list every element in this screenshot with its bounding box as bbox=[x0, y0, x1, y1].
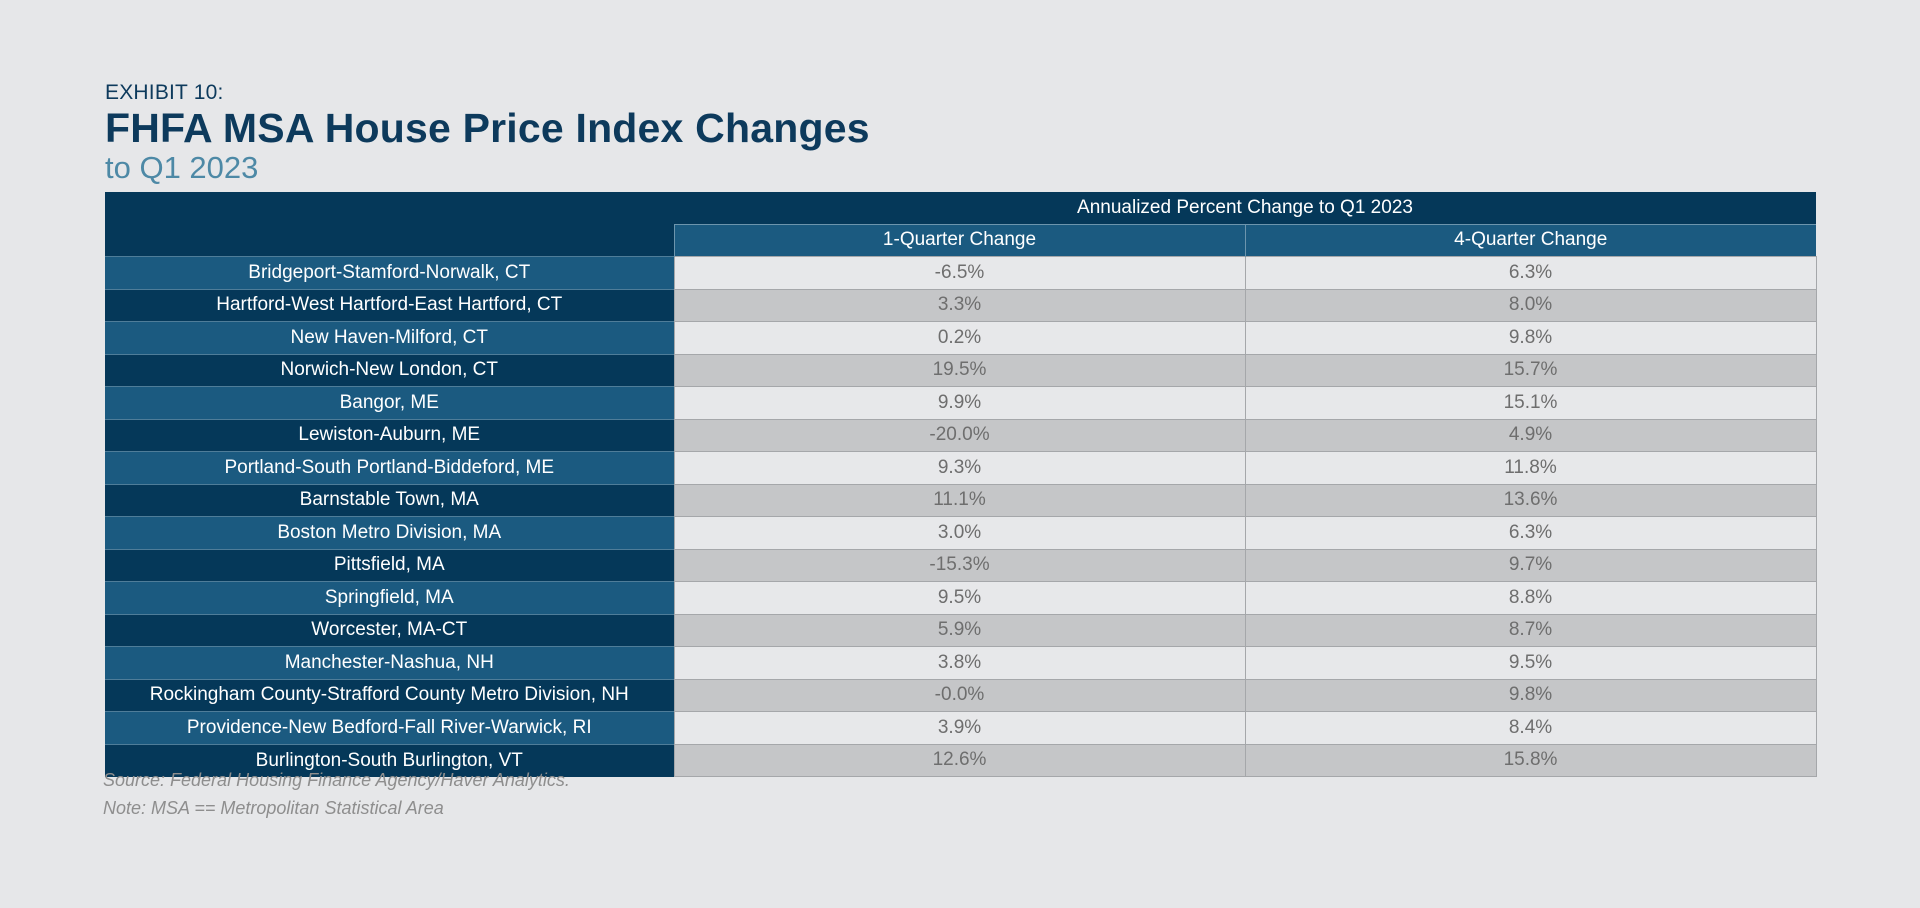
q4-change-cell: 6.3% bbox=[1244, 516, 1817, 550]
q4-change-cell: 8.0% bbox=[1244, 288, 1817, 322]
group-header-row: Annualized Percent Change to Q1 2023 bbox=[105, 192, 1816, 257]
q4-change-cell: 9.7% bbox=[1244, 548, 1817, 582]
q4-change-cell: 8.4% bbox=[1244, 711, 1817, 745]
metro-name-cell: Bangor, ME bbox=[105, 386, 674, 419]
table-body: Bridgeport-Stamford-Norwalk, CT -6.5% 6.3%… bbox=[105, 256, 1817, 777]
q1-change-cell: 9.5% bbox=[673, 581, 1246, 615]
column-header-q1: 1-Quarter Change bbox=[673, 223, 1245, 257]
table-row: Boston Metro Division, MA 3.0% 6.3% bbox=[105, 516, 1817, 550]
q4-change-cell: 8.8% bbox=[1244, 581, 1817, 615]
q4-change-cell: 9.5% bbox=[1244, 646, 1817, 680]
table-row: Worcester, MA-CT 5.9% 8.7% bbox=[105, 613, 1817, 647]
q4-change-cell: 15.7% bbox=[1244, 353, 1817, 387]
hpi-table: Annualized Percent Change to Q1 2023 1-Q… bbox=[105, 192, 1817, 777]
q4-change-cell: 6.3% bbox=[1244, 256, 1817, 290]
msa-note: Note: MSA == Metropolitan Statistical Ar… bbox=[103, 798, 444, 818]
q4-change-cell: 4.9% bbox=[1244, 418, 1817, 452]
metro-name-cell: Springfield, MA bbox=[105, 581, 674, 614]
exhibit-label: EXHIBIT 10: bbox=[105, 81, 224, 104]
q1-change-cell: -15.3% bbox=[673, 548, 1246, 582]
q1-change-cell: 3.8% bbox=[673, 646, 1246, 680]
metro-name-cell: Bridgeport-Stamford-Norwalk, CT bbox=[105, 256, 674, 289]
table-row: Barnstable Town, MA 11.1% 13.6% bbox=[105, 483, 1817, 517]
metro-name-cell: Burlington-South Burlington, VT bbox=[105, 743, 674, 777]
metro-name-cell: Pittsfield, MA bbox=[105, 548, 674, 582]
metro-name-cell: Boston Metro Division, MA bbox=[105, 516, 674, 549]
table-row: New Haven-Milford, CT 0.2% 9.8% bbox=[105, 321, 1817, 355]
q1-change-cell: 9.9% bbox=[673, 386, 1246, 420]
q1-change-cell: 11.1% bbox=[673, 483, 1246, 517]
chart-subtitle: to Q1 2023 bbox=[105, 150, 259, 185]
table-row: Bangor, ME 9.9% 15.1% bbox=[105, 386, 1817, 420]
q1-change-cell: 5.9% bbox=[673, 613, 1246, 647]
chart-title: FHFA MSA House Price Index Changes bbox=[105, 105, 870, 151]
q1-change-cell: -0.0% bbox=[673, 678, 1246, 712]
q4-change-cell: 9.8% bbox=[1244, 678, 1817, 712]
q4-change-cell: 9.8% bbox=[1244, 321, 1817, 355]
metro-name-cell: Worcester, MA-CT bbox=[105, 613, 674, 647]
q1-change-cell: 0.2% bbox=[673, 321, 1246, 355]
metro-name-cell: Manchester-Nashua, NH bbox=[105, 646, 674, 679]
table-row: Pittsfield, MA -15.3% 9.7% bbox=[105, 548, 1817, 582]
metro-name-cell: Norwich-New London, CT bbox=[105, 353, 674, 387]
q4-change-cell: 13.6% bbox=[1244, 483, 1817, 517]
q1-change-cell: 19.5% bbox=[673, 353, 1246, 387]
table-row: Rockingham County-Strafford County Metro… bbox=[105, 678, 1817, 712]
metro-name-cell: Hartford-West Hartford-East Hartford, CT bbox=[105, 288, 674, 322]
column-header-row: 1-Quarter Change 4-Quarter Change bbox=[105, 223, 1816, 257]
table-row: Norwich-New London, CT 19.5% 15.7% bbox=[105, 353, 1817, 387]
metro-name-cell: Barnstable Town, MA bbox=[105, 483, 674, 517]
q4-change-cell: 8.7% bbox=[1244, 613, 1817, 647]
notes: Source: Federal Housing Finance Agency/H… bbox=[103, 766, 570, 822]
q1-change-cell: 3.0% bbox=[673, 516, 1246, 550]
metro-name-cell: Lewiston-Auburn, ME bbox=[105, 418, 674, 452]
table-row: Bridgeport-Stamford-Norwalk, CT -6.5% 6.3% bbox=[105, 256, 1817, 290]
metro-name-cell: Portland-South Portland-Biddeford, ME bbox=[105, 451, 674, 484]
corner-cell bbox=[105, 192, 674, 257]
metro-name-cell: Rockingham County-Strafford County Metro… bbox=[105, 678, 674, 712]
table-row: Burlington-South Burlington, VT 12.6% 15.8… bbox=[105, 743, 1817, 777]
metro-name-cell: Providence-New Bedford-Fall River-Warwic… bbox=[105, 711, 674, 744]
column-header-q4: 4-Quarter Change bbox=[1244, 223, 1816, 257]
q1-change-cell: 9.3% bbox=[673, 451, 1246, 485]
table-row: Springfield, MA 9.5% 8.8% bbox=[105, 581, 1817, 615]
q4-change-cell: 11.8% bbox=[1244, 451, 1817, 485]
q4-change-cell: 15.1% bbox=[1244, 386, 1817, 420]
q1-change-cell: -20.0% bbox=[673, 418, 1246, 452]
q1-change-cell: 3.3% bbox=[673, 288, 1246, 322]
table-row: Hartford-West Hartford-East Hartford, CT… bbox=[105, 288, 1817, 322]
exhibit-header: EXHIBIT 10: FHFA MSA House Price Index C… bbox=[105, 80, 870, 186]
table-row: Portland-South Portland-Biddeford, ME 9.3… bbox=[105, 451, 1817, 485]
table-row: Manchester-Nashua, NH 3.8% 9.5% bbox=[105, 646, 1817, 680]
q1-change-cell: 3.9% bbox=[673, 711, 1246, 745]
source-note: Source: Federal Housing Finance Agency/H… bbox=[103, 770, 570, 790]
metro-name-cell: New Haven-Milford, CT bbox=[105, 321, 674, 354]
q1-change-cell: -6.5% bbox=[673, 256, 1246, 290]
table-row: Providence-New Bedford-Fall River-Warwic… bbox=[105, 711, 1817, 745]
group-header: Annualized Percent Change to Q1 2023 bbox=[674, 192, 1816, 224]
table-row: Lewiston-Auburn, ME -20.0% 4.9% bbox=[105, 418, 1817, 452]
q4-change-cell: 15.8% bbox=[1244, 743, 1817, 777]
q1-change-cell: 12.6% bbox=[673, 743, 1246, 777]
